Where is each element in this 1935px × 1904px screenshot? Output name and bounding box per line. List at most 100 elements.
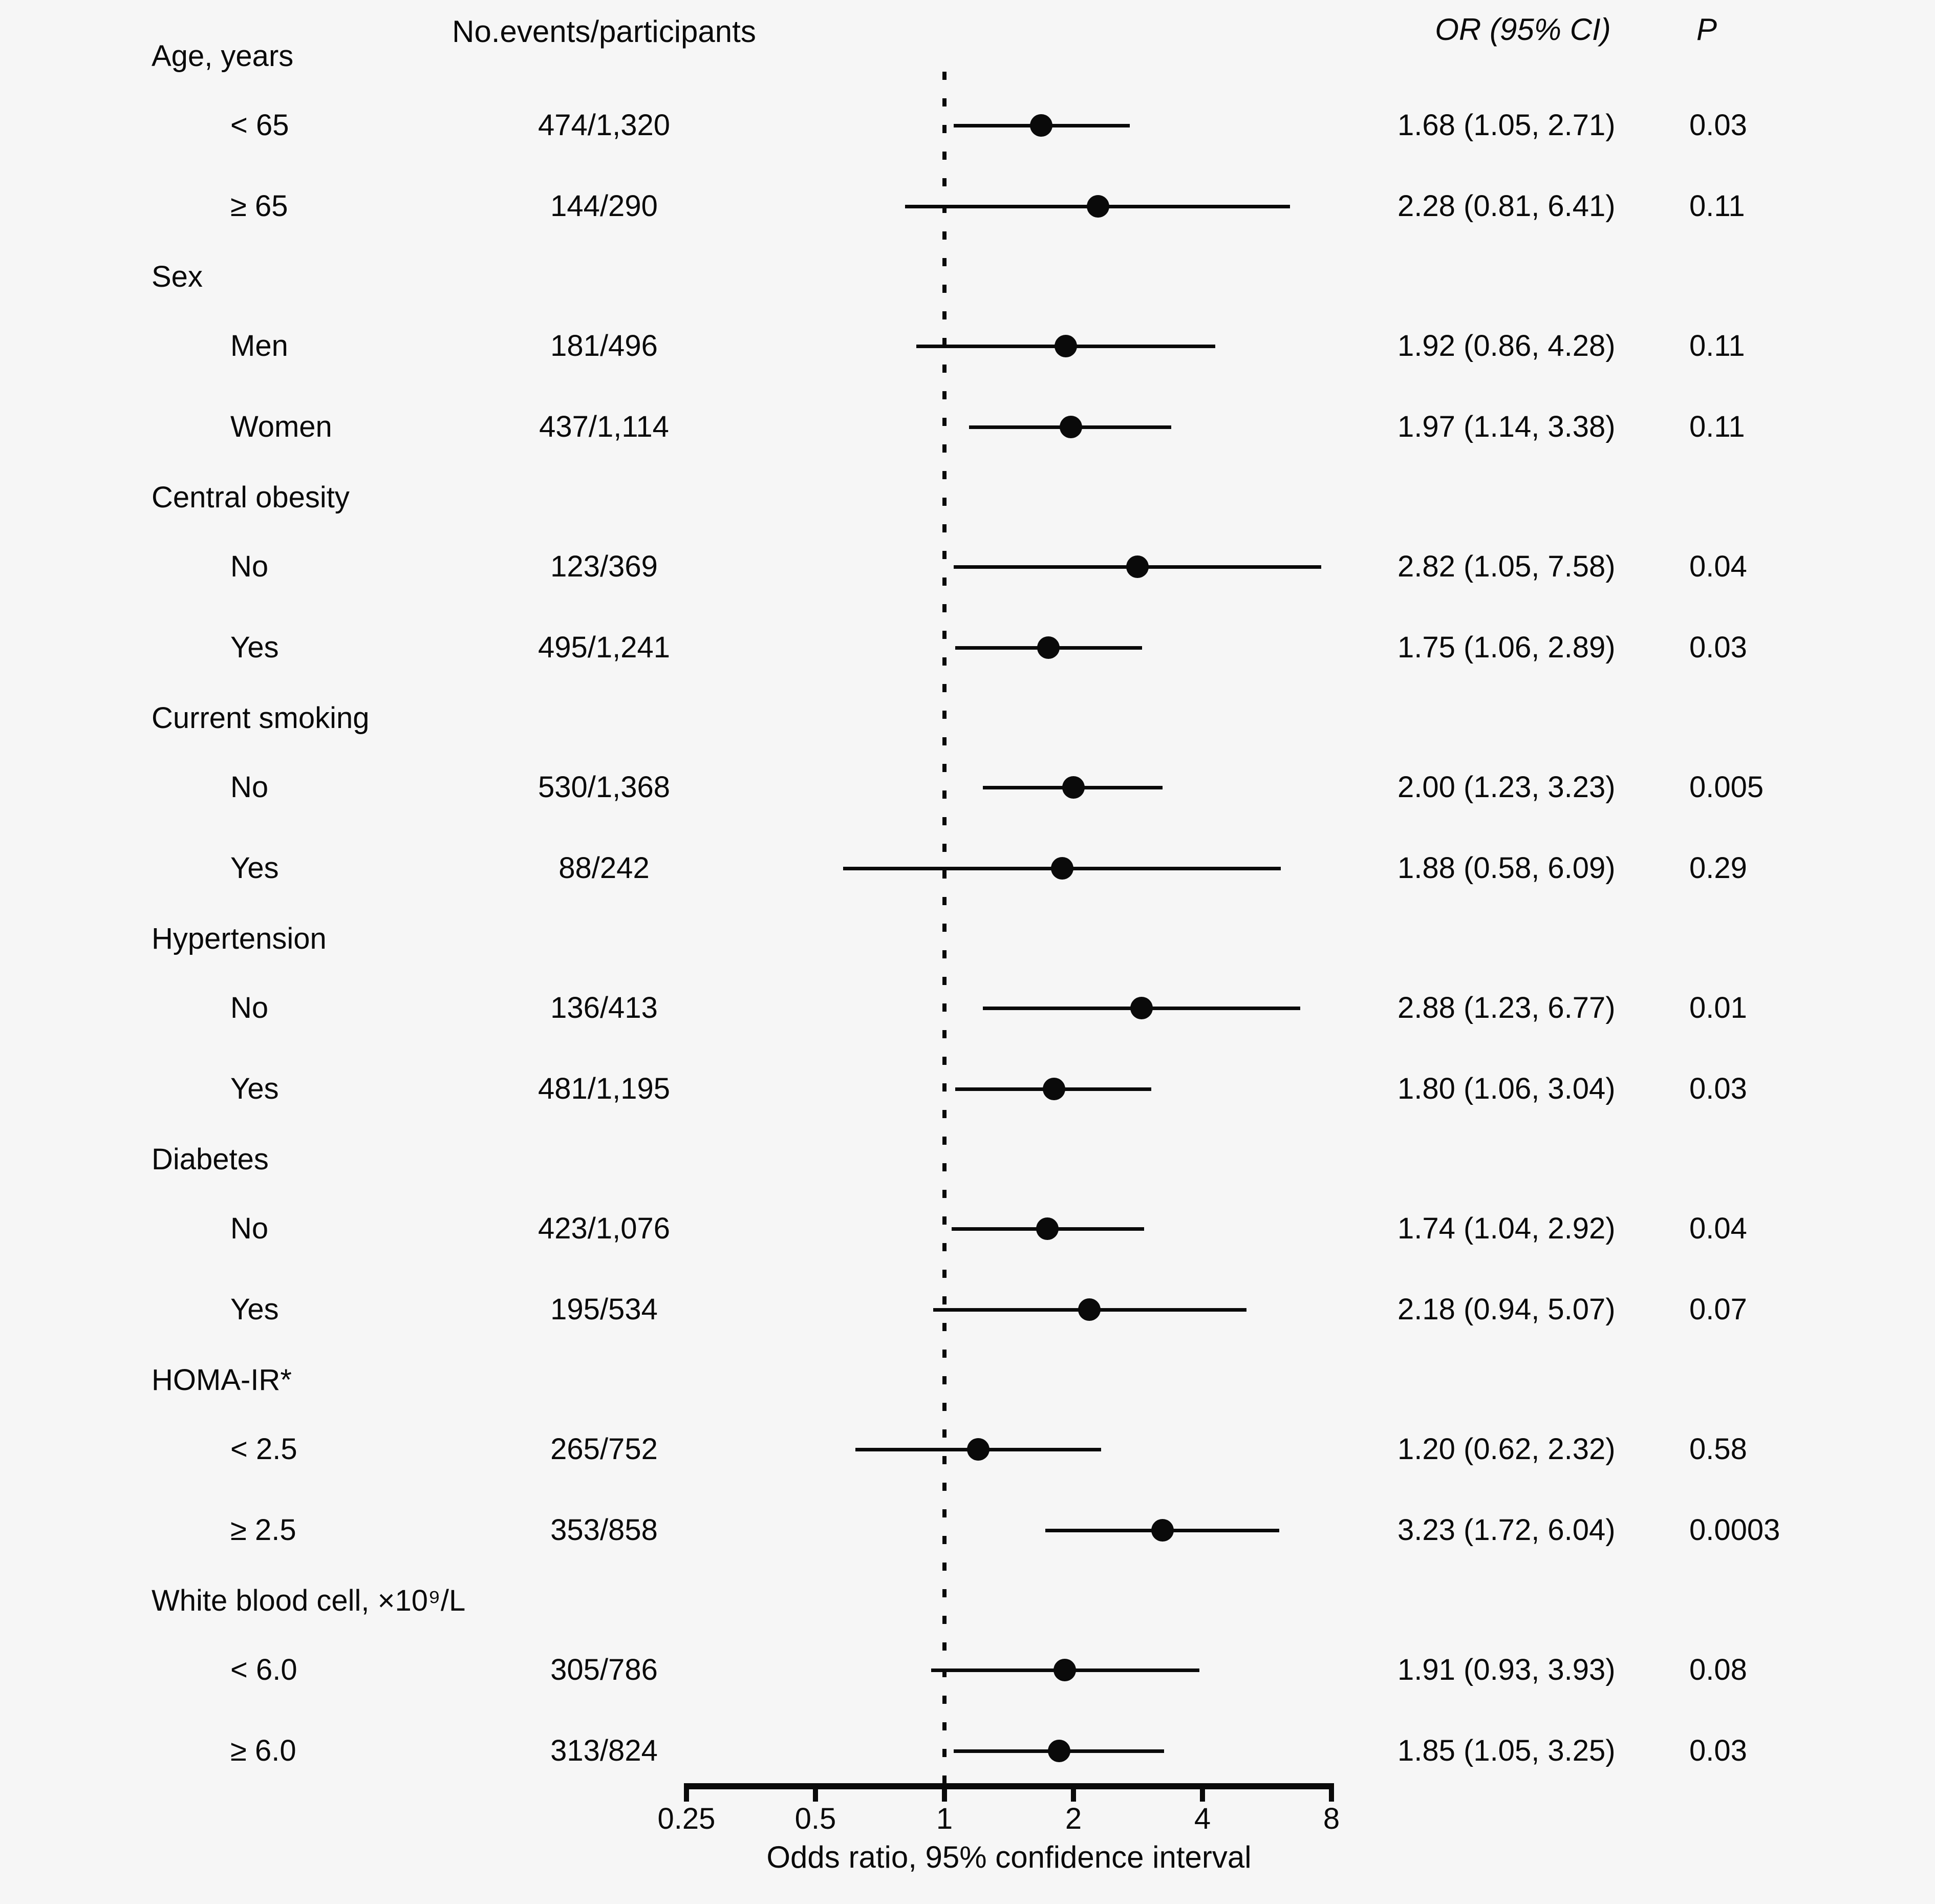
row-label: ≥ 2.5 — [230, 1513, 296, 1547]
or-point-marker — [1050, 857, 1073, 880]
events-value: 530/1,368 — [538, 771, 671, 804]
or-point-marker — [1047, 1740, 1070, 1762]
x-axis-tick-label: 8 — [1323, 1802, 1340, 1835]
or-point-marker — [1086, 195, 1109, 218]
row-label: < 6.0 — [230, 1653, 297, 1686]
or-point-marker — [1037, 636, 1060, 659]
p-value: 0.0003 — [1689, 1513, 1780, 1547]
x-axis-label: Odds ratio, 95% confidence interval — [766, 1840, 1252, 1874]
row-label: ≥ 6.0 — [230, 1734, 296, 1767]
p-value: 0.04 — [1689, 550, 1747, 583]
group-label: Diabetes — [152, 1143, 269, 1176]
p-value: 0.03 — [1689, 631, 1747, 664]
events-value: 437/1,114 — [539, 410, 669, 443]
group-label: Hypertension — [152, 922, 327, 955]
row-label: Yes — [230, 1072, 279, 1105]
x-axis-tick-label: 0.5 — [794, 1802, 836, 1835]
row-label: Yes — [230, 851, 279, 885]
events-value: 313/824 — [550, 1734, 658, 1767]
row-label: ≥ 65 — [230, 189, 288, 223]
row-label: Women — [230, 410, 332, 443]
or-point-marker — [1054, 1659, 1077, 1681]
or-ci-value: 2.82 (1.05, 7.58) — [1397, 550, 1616, 583]
p-value: 0.03 — [1689, 1734, 1747, 1767]
x-axis-tick — [684, 1783, 689, 1802]
or-ci-value: 2.18 (0.94, 5.07) — [1397, 1293, 1616, 1326]
or-ci-value: 3.23 (1.72, 6.04) — [1397, 1513, 1616, 1547]
row-label: Men — [230, 329, 288, 362]
x-axis-tick-label: 2 — [1065, 1802, 1082, 1835]
events-value: 481/1,195 — [538, 1072, 671, 1105]
row-label: Yes — [230, 631, 279, 664]
or-point-marker — [1029, 114, 1052, 137]
or-ci-value: 2.00 (1.23, 3.23) — [1397, 771, 1616, 804]
or-ci-value: 1.97 (1.14, 3.38) — [1397, 410, 1616, 443]
or-ci-value: 1.92 (0.86, 4.28) — [1397, 329, 1616, 362]
row-label: Yes — [230, 1293, 279, 1326]
x-axis-tick — [813, 1783, 818, 1802]
p-value: 0.08 — [1689, 1653, 1747, 1686]
p-value: 0.11 — [1689, 410, 1745, 443]
group-label: Central obesity — [152, 481, 350, 514]
row-label: No — [230, 1212, 269, 1245]
p-value: 0.11 — [1689, 189, 1745, 223]
events-value: 195/534 — [550, 1293, 658, 1326]
x-axis-tick-label: 4 — [1194, 1802, 1211, 1835]
group-label: Sex — [152, 260, 203, 293]
x-axis-tick-label: 1 — [936, 1802, 953, 1835]
p-value: 0.29 — [1689, 851, 1747, 885]
events-value: 423/1,076 — [538, 1212, 671, 1245]
events-value: 144/290 — [550, 189, 658, 223]
or-ci-value: 1.75 (1.06, 2.89) — [1397, 631, 1616, 664]
or-column-header: OR (95% CI) — [1435, 12, 1611, 47]
reference-line-or-1 — [942, 72, 947, 1783]
group-label: White blood cell, ×10⁹/L — [152, 1584, 466, 1617]
events-value: 88/242 — [558, 851, 650, 885]
row-label: No — [230, 991, 269, 1024]
events-value: 474/1,320 — [538, 109, 671, 142]
x-axis-tick-label: 0.25 — [657, 1802, 716, 1835]
or-point-marker — [1059, 416, 1082, 438]
or-ci-value: 1.85 (1.05, 3.25) — [1397, 1734, 1616, 1767]
group-label: Age, years — [152, 39, 294, 73]
or-ci-value: 2.28 (0.81, 6.41) — [1397, 189, 1616, 223]
p-value: 0.01 — [1689, 991, 1747, 1024]
or-point-marker — [1130, 997, 1153, 1019]
or-ci-value: 1.91 (0.93, 3.93) — [1397, 1653, 1616, 1686]
events-value: 123/369 — [550, 550, 658, 583]
x-axis-line — [686, 1783, 1331, 1789]
row-label: < 2.5 — [230, 1432, 297, 1466]
x-axis-tick — [942, 1783, 947, 1802]
x-axis-tick — [1329, 1783, 1334, 1802]
or-point-marker — [1078, 1298, 1101, 1321]
events-value: 136/413 — [550, 991, 658, 1024]
or-point-marker — [1126, 555, 1149, 578]
group-label: HOMA-IR* — [152, 1363, 292, 1397]
or-ci-value: 1.68 (1.05, 2.71) — [1397, 109, 1616, 142]
x-axis-tick — [1200, 1783, 1205, 1802]
p-value: 0.03 — [1689, 1072, 1747, 1105]
p-value: 0.07 — [1689, 1293, 1747, 1326]
or-ci-value: 1.88 (0.58, 6.09) — [1397, 851, 1616, 885]
x-axis-tick — [1071, 1783, 1076, 1802]
or-ci-value: 1.80 (1.06, 3.04) — [1397, 1072, 1616, 1105]
or-ci-value: 1.74 (1.04, 2.92) — [1397, 1212, 1616, 1245]
events-value: 305/786 — [550, 1653, 658, 1686]
or-point-marker — [1042, 1078, 1065, 1100]
events-value: 495/1,241 — [538, 631, 671, 664]
or-point-marker — [967, 1438, 990, 1461]
row-label: No — [230, 550, 269, 583]
events-value: 353/858 — [550, 1513, 658, 1547]
p-value: 0.005 — [1689, 771, 1764, 804]
p-value: 0.04 — [1689, 1212, 1747, 1245]
row-label: No — [230, 771, 269, 804]
p-value: 0.58 — [1689, 1432, 1747, 1466]
p-value: 0.03 — [1689, 109, 1747, 142]
or-point-marker — [1151, 1519, 1174, 1542]
row-label: < 65 — [230, 109, 289, 142]
p-column-header: P — [1696, 12, 1717, 47]
events-value: 181/496 — [550, 329, 658, 362]
events-value: 265/752 — [550, 1432, 658, 1466]
or-ci-value: 2.88 (1.23, 6.77) — [1397, 991, 1616, 1024]
